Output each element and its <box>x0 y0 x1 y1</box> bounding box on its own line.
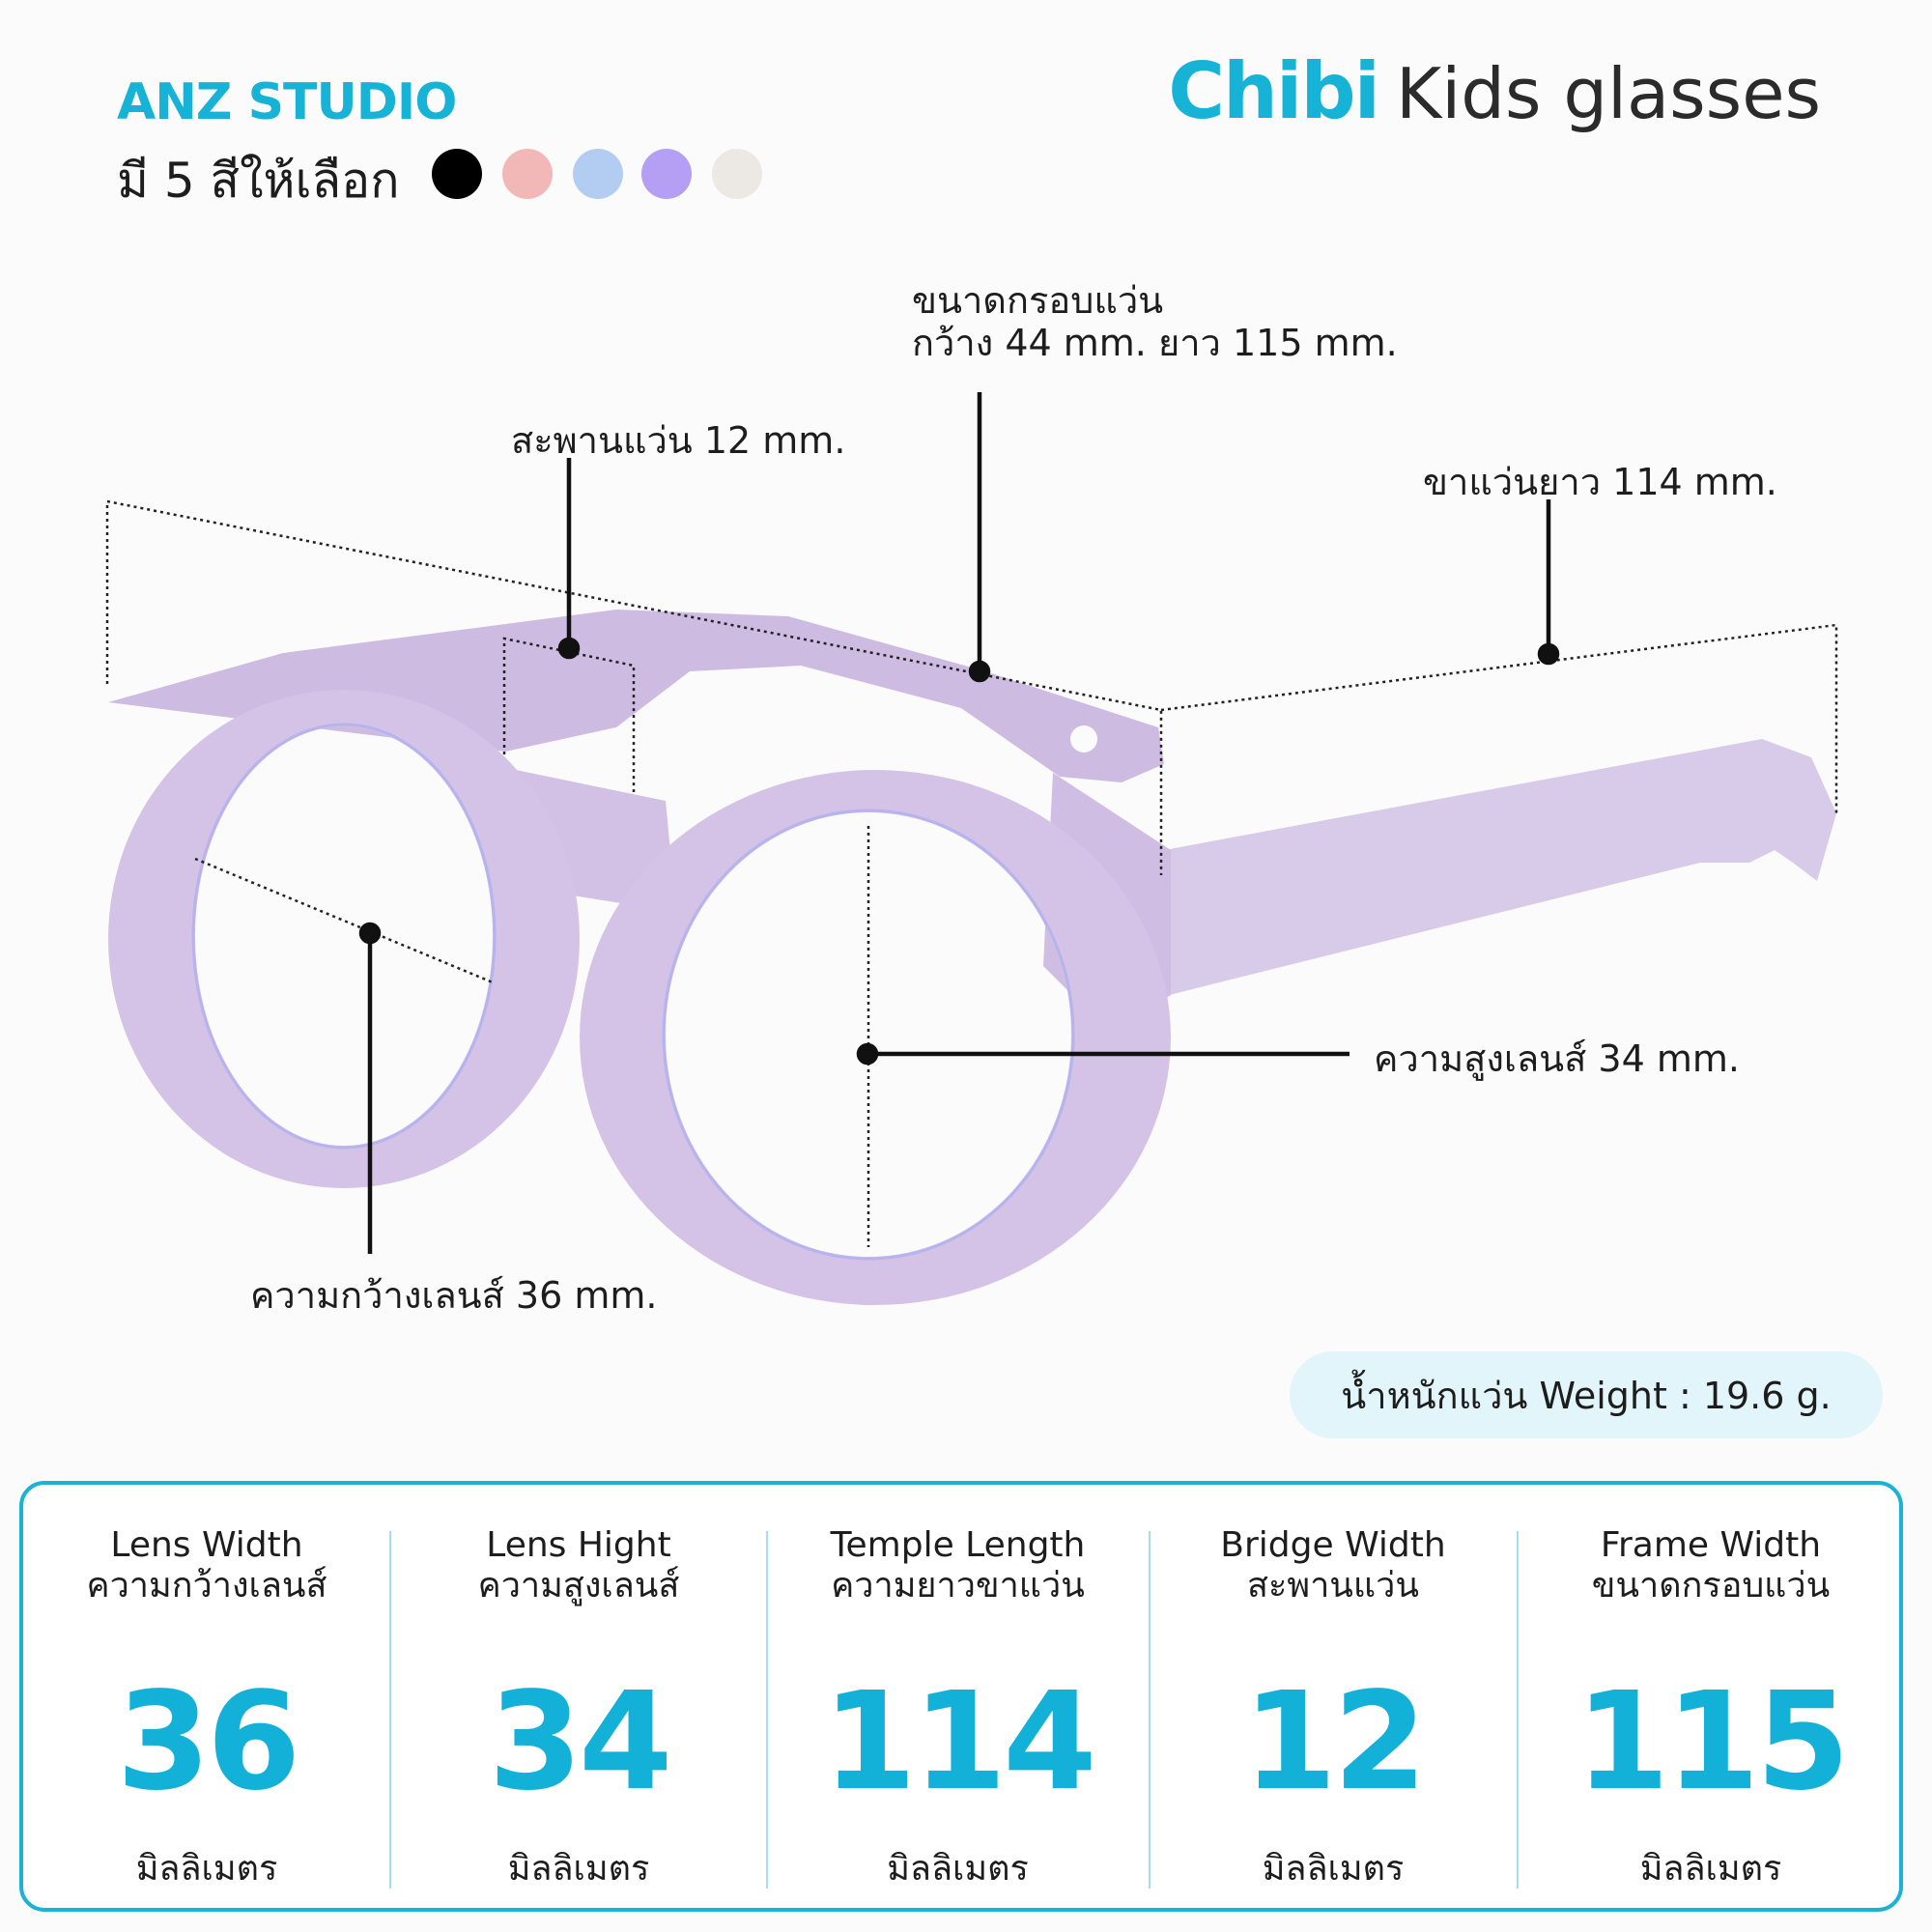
right-temple <box>1158 739 1836 998</box>
right-rim <box>580 770 1171 1305</box>
spec-value: 12 <box>1242 1663 1428 1821</box>
color-swatch-pink[interactable] <box>502 149 553 199</box>
color-options-label: มี 5 สีให้เลือก <box>117 153 400 209</box>
weight-badge: น้ำหนักแว่น Weight : 19.6 g. <box>1290 1351 1883 1438</box>
spec-label-en: Temple Length <box>830 1525 1086 1565</box>
right-lens-edge <box>662 809 1075 1261</box>
column-divider <box>389 1531 391 1889</box>
color-swatch-blue[interactable] <box>573 149 623 199</box>
temple-hole <box>1070 725 1097 753</box>
spec-value: 114 <box>822 1663 1096 1821</box>
dimension-guides <box>105 499 1838 1247</box>
left-temple <box>108 610 1164 782</box>
left-rim <box>108 690 580 1188</box>
column-divider <box>766 1531 768 1889</box>
glasses-frame <box>108 610 1836 1305</box>
temple-length-guide <box>1160 623 1838 813</box>
temple-label: ขาแว่นยาว 114 mm. <box>1423 461 1777 503</box>
callout-dot <box>557 637 581 660</box>
callout-dot <box>856 1042 879 1065</box>
spec-bridge-width: Bridge Width สะพานแว่น 12 มิลลิเมตร <box>1150 1485 1517 1908</box>
spec-unit: มิลลิเมตร <box>887 1849 1029 1889</box>
spec-lens-width: Lens Width ความกว้างเลนส์ 36 มิลลิเมตร <box>23 1485 390 1908</box>
spec-unit: มิลลิเมตร <box>1262 1849 1405 1889</box>
spec-label-en: Frame Width <box>1600 1525 1822 1565</box>
color-swatch-purple[interactable] <box>641 149 692 199</box>
spec-label-th: ความกว้างเลนส์ <box>86 1566 327 1605</box>
spec-value: 115 <box>1575 1663 1850 1821</box>
product-subtitle: Kids glasses <box>1396 53 1821 134</box>
lens-width-label: ความกว้างเลนส์ 36 mm. <box>250 1274 658 1317</box>
frame-size-label: ขนาดกรอบแว่น <box>912 279 1164 322</box>
spec-label-th: ขนาดกรอบแว่น <box>1591 1566 1831 1605</box>
brand-name: ANZ STUDIO <box>117 73 457 131</box>
callout-dot <box>1537 642 1560 666</box>
spec-lens-height: Lens Hight ความสูงเลนส์ 34 มิลลิเมตร <box>390 1485 767 1908</box>
spec-label-th: ความสูงเลนส์ <box>477 1566 680 1605</box>
frame-size-value: กว้าง 44 mm. ยาว 115 mm. <box>912 322 1398 364</box>
spec-unit: มิลลิเมตร <box>135 1849 278 1889</box>
spec-value: 34 <box>488 1663 673 1821</box>
spec-label-en: Bridge Width <box>1220 1525 1446 1565</box>
spec-label-en: Lens Width <box>110 1525 303 1565</box>
left-lens-edge <box>191 723 497 1150</box>
spec-temple-length: Temple Length ความยาวขาแว่น 114 มิลลิเมตร <box>767 1485 1149 1908</box>
spec-value: 36 <box>116 1663 301 1821</box>
callout-dot <box>968 660 991 683</box>
spec-label-th: สะพานแว่น <box>1247 1566 1419 1605</box>
lens-width-guide <box>194 857 494 984</box>
spec-unit: มิลลิเมตร <box>1639 1849 1782 1889</box>
spec-unit: มิลลิเมตร <box>507 1849 650 1889</box>
frame-width-guide <box>105 499 1163 875</box>
color-swatch-white[interactable] <box>712 149 762 199</box>
callout-lines <box>358 392 1560 1254</box>
callout-dot <box>358 922 382 945</box>
product-name: Chibi <box>1168 46 1380 136</box>
lens-height-label: ความสูงเลนส์ 34 mm. <box>1374 1037 1740 1080</box>
bridge-label: สะพานแว่น 12 mm. <box>511 419 846 462</box>
spec-label-th: ความยาวขาแว่น <box>831 1566 1085 1605</box>
spec-frame-width: Frame Width ขนาดกรอบแว่น 115 มิลลิเมตร <box>1518 1485 1904 1908</box>
bridge-width-guide <box>502 637 636 792</box>
spec-label-en: Lens Hight <box>486 1525 671 1565</box>
product-title: Chibi Kids glasses <box>1168 46 1821 136</box>
color-swatch-black[interactable] <box>432 149 482 199</box>
specs-table: Lens Width ความกว้างเลนส์ 36 มิลลิเมตร Le… <box>19 1481 1903 1912</box>
column-divider <box>1517 1531 1519 1889</box>
column-divider <box>1149 1531 1151 1889</box>
